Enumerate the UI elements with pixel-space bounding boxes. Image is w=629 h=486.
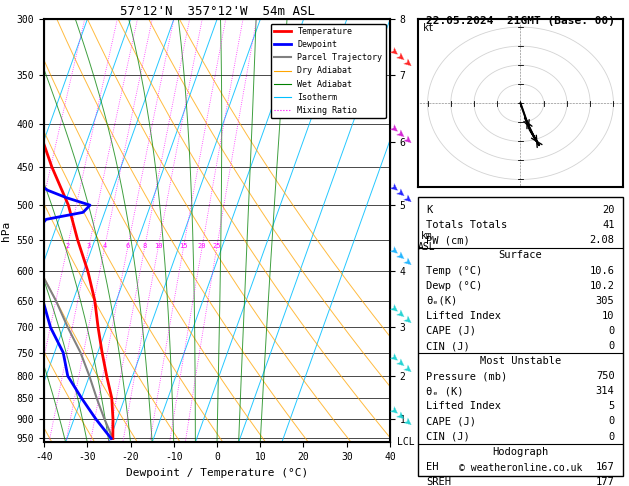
Text: 22.05.2024  21GMT (Base: 00): 22.05.2024 21GMT (Base: 00) [426, 16, 615, 26]
Text: © weatheronline.co.uk: © weatheronline.co.uk [459, 464, 582, 473]
Title: 57°12'N  357°12'W  54m ASL: 57°12'N 357°12'W 54m ASL [120, 5, 314, 18]
Text: ➤➤➤: ➤➤➤ [386, 123, 414, 149]
Text: 750: 750 [596, 371, 615, 381]
Text: ➤➤➤: ➤➤➤ [386, 352, 414, 377]
Text: 3: 3 [87, 243, 91, 249]
Y-axis label: hPa: hPa [1, 221, 11, 241]
Text: K: K [426, 205, 433, 215]
Text: Lifted Index: Lifted Index [426, 401, 501, 411]
Text: EH: EH [426, 462, 439, 472]
Text: 8: 8 [143, 243, 147, 249]
Text: Most Unstable: Most Unstable [480, 356, 561, 366]
Text: kt: kt [423, 23, 435, 33]
Text: 10: 10 [154, 243, 163, 249]
Text: 20: 20 [198, 243, 206, 249]
Text: CIN (J): CIN (J) [426, 341, 470, 351]
Text: 10: 10 [602, 311, 615, 321]
Text: 15: 15 [179, 243, 188, 249]
Text: CAPE (J): CAPE (J) [426, 326, 476, 336]
Text: SREH: SREH [426, 477, 452, 486]
Text: θₑ (K): θₑ (K) [426, 386, 464, 396]
Text: θₑ(K): θₑ(K) [426, 296, 458, 306]
Text: 41: 41 [602, 220, 615, 230]
Y-axis label: km
ASL: km ASL [418, 231, 435, 252]
Text: 314: 314 [596, 386, 615, 396]
Text: 20: 20 [602, 205, 615, 215]
Text: CIN (J): CIN (J) [426, 432, 470, 442]
Text: Dewp (°C): Dewp (°C) [426, 281, 482, 291]
X-axis label: Dewpoint / Temperature (°C): Dewpoint / Temperature (°C) [126, 468, 308, 478]
Text: ➤➤➤: ➤➤➤ [386, 405, 414, 431]
Text: Temp (°C): Temp (°C) [426, 265, 482, 276]
Text: PW (cm): PW (cm) [426, 235, 470, 245]
Text: Hodograph: Hodograph [493, 447, 548, 457]
Text: 0: 0 [608, 432, 615, 442]
Text: LCL: LCL [397, 437, 415, 447]
Text: ➤➤➤: ➤➤➤ [386, 245, 414, 270]
Text: 10.6: 10.6 [589, 265, 615, 276]
Text: 10.2: 10.2 [589, 281, 615, 291]
Text: 2.08: 2.08 [589, 235, 615, 245]
Text: ➤➤➤: ➤➤➤ [386, 303, 414, 329]
Text: 167: 167 [596, 462, 615, 472]
Text: 0: 0 [608, 417, 615, 427]
Text: 0: 0 [608, 326, 615, 336]
Text: 5: 5 [608, 401, 615, 411]
Text: 2: 2 [65, 243, 70, 249]
Text: CAPE (J): CAPE (J) [426, 417, 476, 427]
Text: 25: 25 [213, 243, 221, 249]
Text: Lifted Index: Lifted Index [426, 311, 501, 321]
Text: 177: 177 [596, 477, 615, 486]
Text: 305: 305 [596, 296, 615, 306]
Legend: Temperature, Dewpoint, Parcel Trajectory, Dry Adiabat, Wet Adiabat, Isotherm, Mi: Temperature, Dewpoint, Parcel Trajectory… [271, 24, 386, 118]
Text: 0: 0 [608, 341, 615, 351]
Text: 4: 4 [103, 243, 107, 249]
Text: Totals Totals: Totals Totals [426, 220, 508, 230]
Text: ➤➤➤: ➤➤➤ [386, 46, 414, 71]
Text: Surface: Surface [499, 250, 542, 260]
Text: ➤➤➤: ➤➤➤ [386, 182, 414, 207]
Text: 6: 6 [126, 243, 130, 249]
Text: Pressure (mb): Pressure (mb) [426, 371, 508, 381]
